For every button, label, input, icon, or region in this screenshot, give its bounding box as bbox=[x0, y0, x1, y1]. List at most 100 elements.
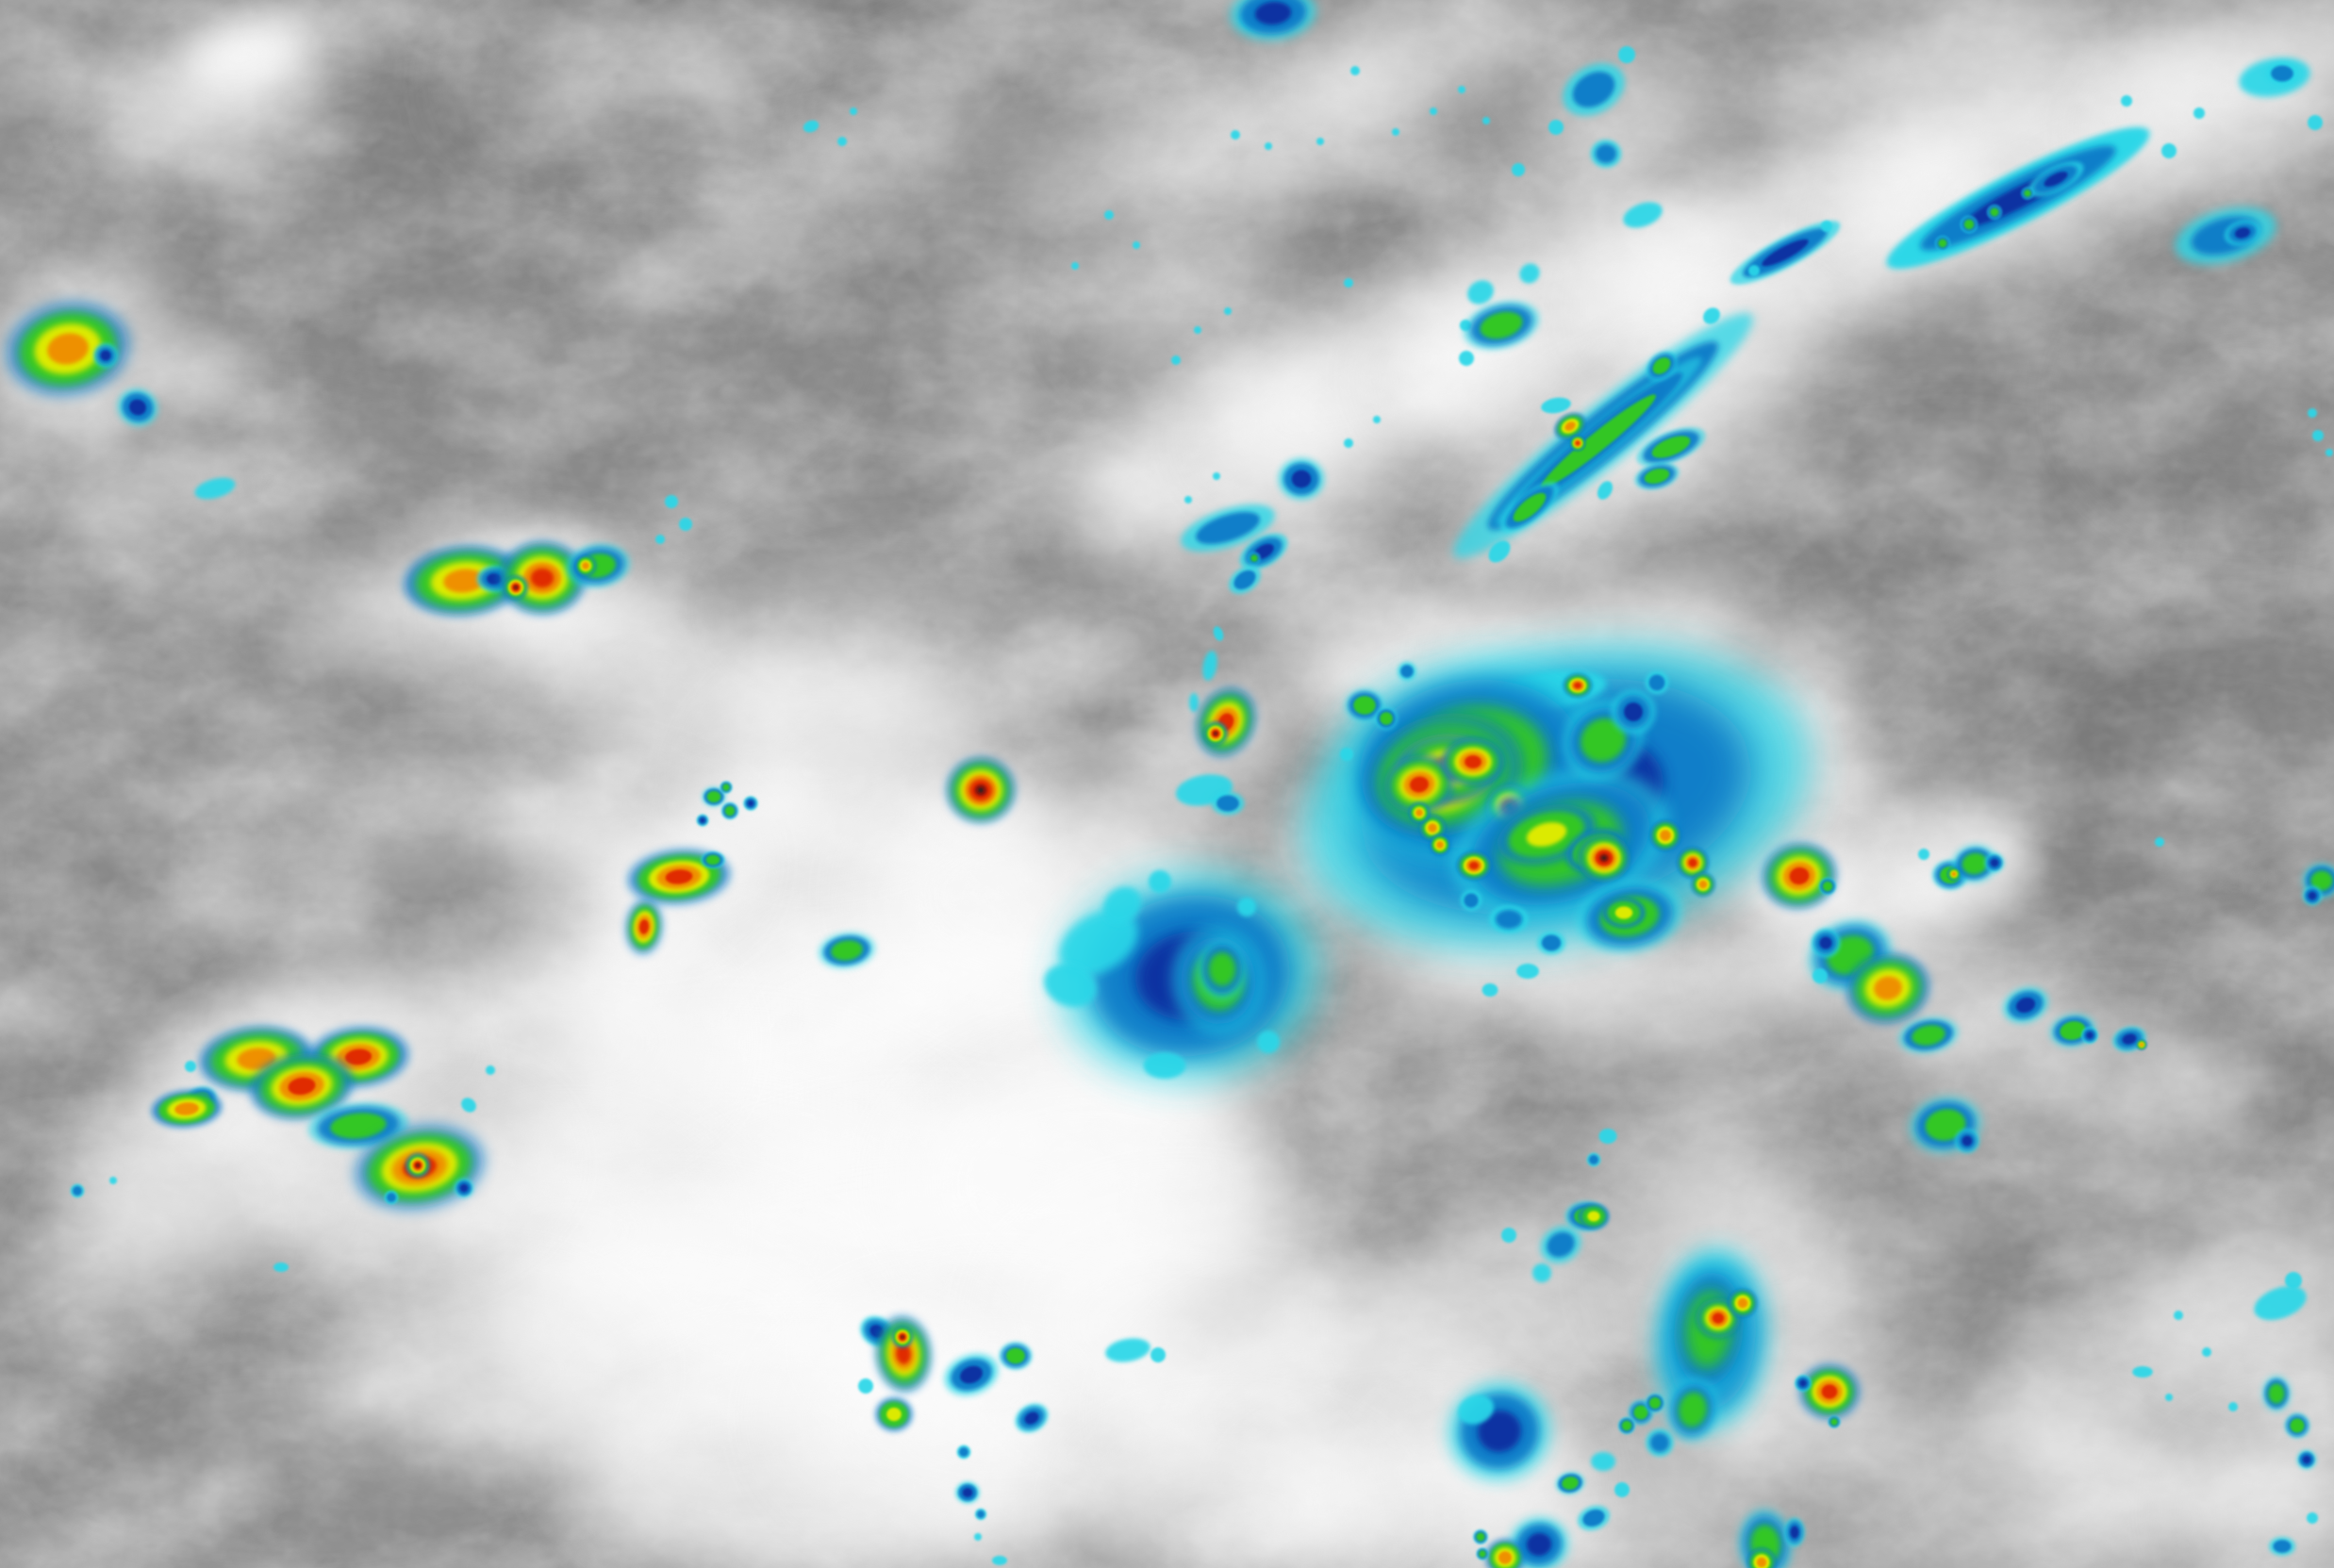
convective-cell-orange bbox=[1436, 841, 1444, 849]
convective-cell-cyan bbox=[2121, 95, 2132, 107]
convective-cell-cyan bbox=[185, 1061, 196, 1072]
convective-cell-cyan bbox=[1516, 964, 1539, 979]
convective-cell-blue bbox=[72, 1185, 83, 1197]
convective-cell-red bbox=[639, 919, 649, 934]
convective-cell-cyan bbox=[1623, 202, 1663, 228]
convective-cell-orange bbox=[1428, 823, 1437, 833]
convective-cell-cyan bbox=[1344, 438, 1353, 448]
convective-cell-red bbox=[288, 1077, 316, 1096]
convective-cell-blue bbox=[1595, 143, 1617, 164]
convective-cell-cyan bbox=[1104, 210, 1114, 220]
convective-cell-green bbox=[1652, 357, 1671, 374]
convective-cell-blue bbox=[1464, 893, 1479, 908]
convective-cell-blue bbox=[2273, 1540, 2292, 1553]
convective-cell-deepblue bbox=[962, 1488, 973, 1497]
convective-cell-green bbox=[1925, 1109, 1966, 1141]
convective-cell-green bbox=[1480, 311, 1523, 339]
convective-cell-cyan bbox=[1202, 651, 1217, 681]
convective-cell-green bbox=[724, 805, 736, 817]
convective-cell-green bbox=[722, 784, 730, 791]
convective-cell-cyan bbox=[850, 107, 857, 115]
convective-cell-green bbox=[1644, 468, 1670, 485]
convective-cell-blue bbox=[1588, 1154, 1599, 1165]
convective-cell-cyan bbox=[1213, 472, 1220, 480]
convective-cell-orange bbox=[1564, 421, 1576, 431]
convective-cell-cyan bbox=[2228, 1402, 2238, 1411]
convective-cell-cyan bbox=[2155, 837, 2164, 847]
convective-cell-orange bbox=[1498, 1551, 1513, 1564]
convective-cell-cyan bbox=[1598, 1129, 1617, 1144]
convective-cell-cyan bbox=[1392, 128, 1399, 136]
convective-cell-blue bbox=[386, 1192, 397, 1203]
convective-cell-green bbox=[1649, 1397, 1661, 1409]
convective-cell-deepblue bbox=[1790, 1526, 1799, 1539]
convective-cell-green bbox=[1541, 394, 1656, 488]
convective-cell-green bbox=[1513, 492, 1547, 522]
convective-cell-orange bbox=[1951, 871, 1957, 877]
convective-cell-cyan bbox=[974, 1533, 982, 1541]
convective-cell-green bbox=[1562, 1477, 1579, 1490]
convective-cell-cyan bbox=[1591, 1452, 1615, 1471]
convective-cell-deepblue bbox=[2086, 1032, 2094, 1039]
convective-cell-cyan bbox=[1548, 120, 1564, 135]
convective-cell-blue bbox=[1648, 674, 1665, 691]
convective-cell-green bbox=[1678, 1392, 1708, 1428]
convective-cell-darkred bbox=[978, 787, 984, 793]
convective-cell-green bbox=[831, 940, 863, 961]
convective-cell-cyan bbox=[803, 120, 819, 133]
convective-cell-cyan bbox=[2174, 1311, 2183, 1320]
convective-cell-cyan bbox=[1541, 397, 1571, 414]
convective-cell-cyan bbox=[1501, 1228, 1516, 1243]
convective-cell-cyan bbox=[1519, 263, 1540, 284]
convective-cell-blue bbox=[1196, 512, 1260, 544]
convective-cell-blue bbox=[1541, 934, 1562, 951]
convective-cell-blue bbox=[958, 1446, 969, 1458]
convective-cell-cyan bbox=[665, 495, 678, 508]
convective-cell-orange bbox=[2140, 1043, 2144, 1047]
convective-cell-green bbox=[1963, 219, 1975, 230]
convective-cell-cyan bbox=[2161, 143, 2177, 158]
convective-cell-green bbox=[1830, 1418, 1838, 1426]
convective-cell-blue bbox=[1495, 909, 1523, 930]
convective-cell-deepblue bbox=[2234, 227, 2251, 239]
convective-cell-orange bbox=[1737, 1297, 1748, 1309]
convective-cell-cyan bbox=[1350, 66, 1360, 75]
convective-cell-cyan bbox=[1171, 355, 1181, 365]
convective-cell-deepblue bbox=[700, 817, 705, 823]
convective-cell-orange bbox=[1415, 809, 1423, 817]
convective-cell-deepblue bbox=[960, 1365, 983, 1384]
convective-cell-orange bbox=[1698, 880, 1708, 889]
convective-cell-green bbox=[2310, 870, 2333, 891]
convective-cell-cyan bbox=[1231, 130, 1240, 140]
convective-cell-orange bbox=[1756, 1557, 1767, 1568]
convective-cell-red bbox=[1468, 861, 1480, 870]
convective-cell-cyan bbox=[1194, 326, 1201, 334]
convective-cell-deepblue bbox=[487, 572, 502, 586]
convective-cell-cyan bbox=[1703, 307, 1720, 324]
convective-cell-blue bbox=[1649, 1432, 1670, 1453]
convective-cell-cyan bbox=[1748, 265, 1760, 276]
convective-cell-blue bbox=[2271, 65, 2293, 82]
convective-cell-green bbox=[1580, 718, 1627, 763]
convective-cell-green bbox=[1476, 1532, 1485, 1542]
convective-cell-orange bbox=[47, 333, 89, 365]
convective-cell-yellow bbox=[1526, 822, 1567, 847]
convective-cell-green bbox=[1990, 207, 1999, 217]
convective-cell-cyan bbox=[1821, 221, 1832, 232]
convective-cell-cyan bbox=[2254, 1286, 2307, 1320]
convective-cell-cyan bbox=[837, 137, 847, 146]
convective-cell-green bbox=[2024, 190, 2031, 197]
convective-cell-deepblue bbox=[2302, 1455, 2311, 1464]
convective-cell-green bbox=[1250, 554, 1258, 562]
convective-cell-green bbox=[1380, 712, 1393, 725]
convective-cell-cyan bbox=[2308, 115, 2323, 130]
convective-cell-cyan bbox=[992, 1556, 1007, 1565]
convective-cell-darkred bbox=[902, 1336, 903, 1338]
convective-cell-cyan bbox=[2132, 1366, 2153, 1378]
convective-cell-green bbox=[1651, 436, 1691, 458]
convective-cell-cyan bbox=[1430, 107, 1437, 115]
convective-cell-cyan bbox=[1482, 983, 1498, 997]
